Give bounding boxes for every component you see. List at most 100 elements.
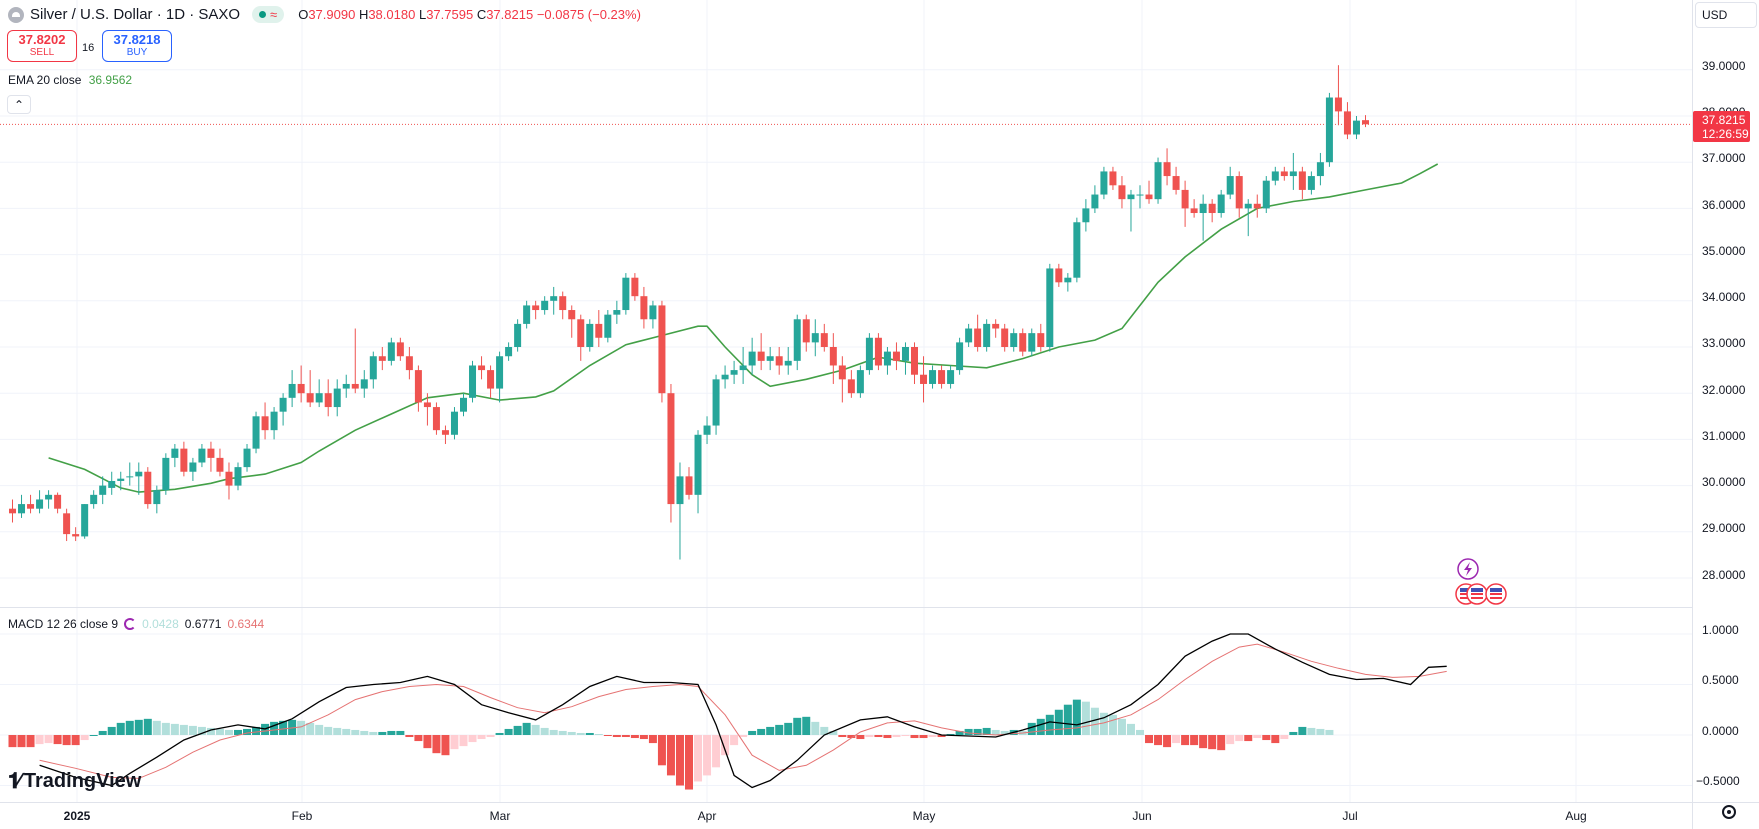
macd-histogram-bar <box>1072 699 1081 735</box>
candle-body <box>1352 120 1360 135</box>
currency-label: USD <box>1702 8 1728 22</box>
macd-histogram-bar <box>865 735 874 738</box>
macd-histogram-bar <box>630 735 639 739</box>
time-label: Jul <box>1342 809 1357 823</box>
macd-histogram-bar <box>513 725 522 735</box>
macd-histogram-bar <box>973 728 982 735</box>
macd-histogram-bar <box>477 735 486 740</box>
macd-histogram-bar <box>441 735 450 756</box>
buy-price: 37.8218 <box>113 32 161 47</box>
sell-button[interactable]: 37.8202 SELL <box>7 30 77 62</box>
macd-histogram-bar <box>1099 712 1108 735</box>
macd-histogram-bar <box>486 735 495 738</box>
macd-histogram-bar <box>1126 723 1135 735</box>
candle-body <box>1181 189 1189 209</box>
candle-body <box>559 296 567 311</box>
price-axis-labels[interactable]: 39.0000 38.0000 37.0000 36.0000 35.0000 … <box>1702 59 1746 582</box>
candle-body <box>721 374 729 380</box>
candle-body <box>27 504 35 509</box>
candle-body <box>478 365 486 371</box>
gear-icon[interactable] <box>1722 805 1736 819</box>
candle-body <box>378 356 386 361</box>
macd-histogram-bar <box>847 735 856 739</box>
candle-body <box>1217 194 1225 214</box>
candle-body <box>1325 97 1333 163</box>
macd-histogram-bar <box>1117 718 1126 735</box>
macd-histogram-bar <box>333 727 342 735</box>
macd-histogram-bar <box>71 735 80 746</box>
candle-body <box>387 342 395 361</box>
candle-body <box>216 457 224 472</box>
macd-histogram-bar <box>89 735 98 736</box>
macd-histogram-bar <box>757 728 766 735</box>
currency-selector[interactable]: USD <box>1695 2 1757 28</box>
macd-histogram-bar <box>712 735 721 768</box>
macd-histogram-bar <box>694 735 703 782</box>
flag-canton <box>1471 588 1483 592</box>
macd-histogram-bar <box>928 735 937 738</box>
macd-histogram-bar <box>946 733 955 735</box>
candle-body <box>514 323 522 347</box>
macd-histogram-bar <box>35 735 44 745</box>
candle-body <box>658 305 666 394</box>
time-axis-labels[interactable]: 2025 Feb Mar Apr May Jun Jul Aug <box>64 809 1587 823</box>
refresh-icon[interactable] <box>124 618 137 630</box>
candle-body <box>1010 333 1018 347</box>
candle-body <box>207 448 215 458</box>
candle-body <box>270 411 278 431</box>
candle-body <box>1343 111 1351 135</box>
collapse-legend-button[interactable]: ⌃ <box>7 95 31 114</box>
candle-body <box>947 370 955 384</box>
macd-histogram-bar <box>134 719 143 735</box>
macd-signal-line <box>39 643 1447 779</box>
candle-body <box>153 490 161 505</box>
macd-axis-label: 1.0000 <box>1702 623 1739 637</box>
macd-line <box>39 633 1447 789</box>
candle-body <box>1172 176 1180 190</box>
symbol-title[interactable]: Silver / U.S. Dollar · 1D · SAXO <box>30 6 241 23</box>
market-status-pill[interactable]: ≈ <box>252 6 285 23</box>
event-markers[interactable] <box>1455 558 1507 605</box>
ema-legend-value: 36.9562 <box>88 73 133 87</box>
macd-histogram-bar <box>26 735 35 748</box>
macd-histogram-bar <box>1244 735 1253 742</box>
macd-histogram-bar <box>685 735 693 790</box>
macd-histogram-bar <box>243 728 252 735</box>
candle-body <box>1064 277 1072 283</box>
macd-histogram-bar <box>1036 718 1045 735</box>
macd-histogram-bar <box>1190 735 1199 746</box>
candle-body <box>432 407 440 431</box>
candle-body <box>1001 328 1009 347</box>
ema-legend[interactable]: EMA 20 close 36.9562 <box>8 73 132 87</box>
low-value: 37.7595 <box>426 7 474 22</box>
candle-body <box>396 342 404 357</box>
macd-histogram-bar <box>1172 735 1181 744</box>
candle-body <box>1118 185 1126 200</box>
candle-body <box>460 397 467 412</box>
macd-legend[interactable]: MACD 12 26 close 9 0.0428 0.6771 0.6344 <box>8 617 264 631</box>
candle-body <box>54 494 62 509</box>
candle-body <box>1271 171 1279 181</box>
candle-body <box>1199 203 1207 214</box>
candle-body <box>820 333 828 347</box>
candle-body <box>288 383 296 398</box>
grid <box>0 0 1692 802</box>
buy-button[interactable]: 37.8218 BUY <box>102 30 172 62</box>
candle-body <box>234 467 242 486</box>
candle-body <box>1208 203 1216 214</box>
candle-body <box>189 462 197 472</box>
macd-histogram-bar <box>1063 704 1072 735</box>
macd-axis-labels[interactable]: 1.0000 0.5000 0.0000 −0.5000 <box>1696 623 1740 788</box>
candle-body <box>180 448 188 472</box>
candle-body <box>992 323 1000 329</box>
price-label: 39.0000 <box>1702 59 1746 73</box>
tradingview-logo[interactable]: 𝟏∕ TradingView <box>8 768 141 794</box>
macd-histogram-bar <box>342 728 351 735</box>
macd-histogram-bar <box>892 735 901 738</box>
candle-body <box>1235 176 1243 209</box>
change-value: −0.0875 (−0.23%) <box>536 7 641 22</box>
macd-histogram-bar <box>1108 714 1117 735</box>
candle-body <box>63 513 71 535</box>
